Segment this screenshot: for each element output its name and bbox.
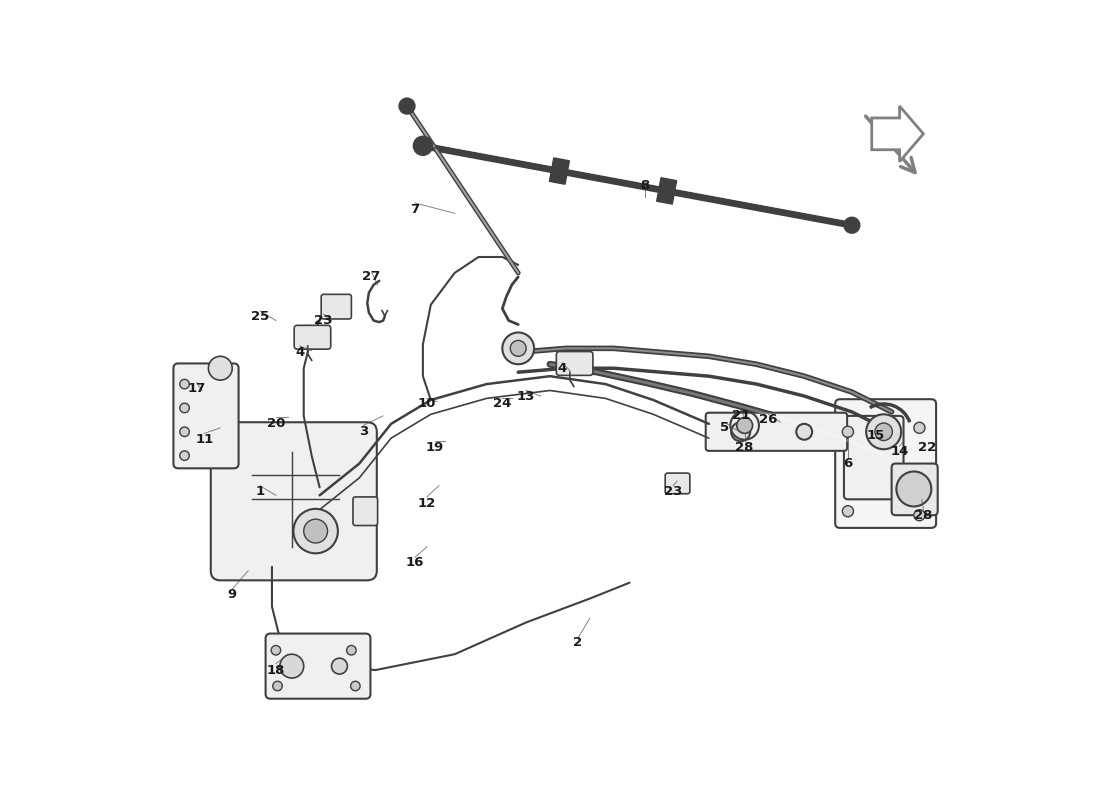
Text: 4: 4 [558,362,566,374]
Text: 19: 19 [426,441,444,454]
Circle shape [272,646,280,655]
FancyBboxPatch shape [321,294,351,319]
Text: 21: 21 [732,410,750,422]
Text: 11: 11 [196,434,213,446]
Text: 28: 28 [914,509,933,522]
Circle shape [304,519,328,543]
Circle shape [732,422,750,442]
Text: 12: 12 [418,497,436,510]
Polygon shape [657,178,676,204]
Text: 3: 3 [359,426,367,438]
Circle shape [866,414,901,450]
FancyBboxPatch shape [294,326,331,349]
Circle shape [503,333,535,364]
Text: 14: 14 [890,445,909,458]
Circle shape [351,682,360,690]
Circle shape [510,341,526,356]
Text: 9: 9 [228,588,236,601]
Text: 5: 5 [720,422,729,434]
FancyBboxPatch shape [666,473,690,494]
FancyBboxPatch shape [844,416,903,499]
FancyBboxPatch shape [265,634,371,698]
Circle shape [331,658,348,674]
Text: 10: 10 [418,398,436,410]
FancyBboxPatch shape [557,351,593,375]
FancyBboxPatch shape [835,399,936,528]
Circle shape [737,418,752,434]
Circle shape [843,426,854,438]
Circle shape [414,136,432,155]
Circle shape [346,646,356,655]
Text: 26: 26 [759,414,778,426]
Text: 2: 2 [573,636,582,649]
FancyBboxPatch shape [353,497,377,526]
Text: 23: 23 [315,314,333,327]
Text: 24: 24 [493,398,512,410]
Text: 28: 28 [736,441,754,454]
Circle shape [179,379,189,389]
Circle shape [279,654,304,678]
FancyBboxPatch shape [892,463,937,515]
Text: 25: 25 [251,310,270,323]
Circle shape [843,506,854,517]
Polygon shape [872,106,923,162]
Text: 17: 17 [187,382,206,394]
Text: 27: 27 [362,270,381,283]
Circle shape [844,218,860,233]
Circle shape [874,423,892,441]
Circle shape [179,427,189,437]
Circle shape [914,422,925,434]
Text: 7: 7 [410,203,419,216]
Text: 20: 20 [266,418,285,430]
Text: 8: 8 [640,179,650,192]
FancyBboxPatch shape [706,413,847,451]
Text: 1: 1 [255,485,265,498]
Circle shape [914,510,925,521]
Circle shape [896,471,932,506]
Circle shape [179,403,189,413]
Text: 13: 13 [517,390,536,402]
Text: 6: 6 [844,457,852,470]
FancyBboxPatch shape [174,363,239,468]
Circle shape [179,451,189,460]
FancyBboxPatch shape [211,422,377,580]
Text: 16: 16 [406,556,425,570]
Text: 18: 18 [266,664,285,677]
Circle shape [796,424,812,440]
Polygon shape [549,158,570,184]
Circle shape [208,356,232,380]
Text: 4: 4 [295,346,305,359]
Text: 22: 22 [918,441,936,454]
Circle shape [294,509,338,554]
Circle shape [273,682,283,690]
Circle shape [399,98,415,114]
Text: 15: 15 [867,430,884,442]
Text: 23: 23 [664,485,682,498]
